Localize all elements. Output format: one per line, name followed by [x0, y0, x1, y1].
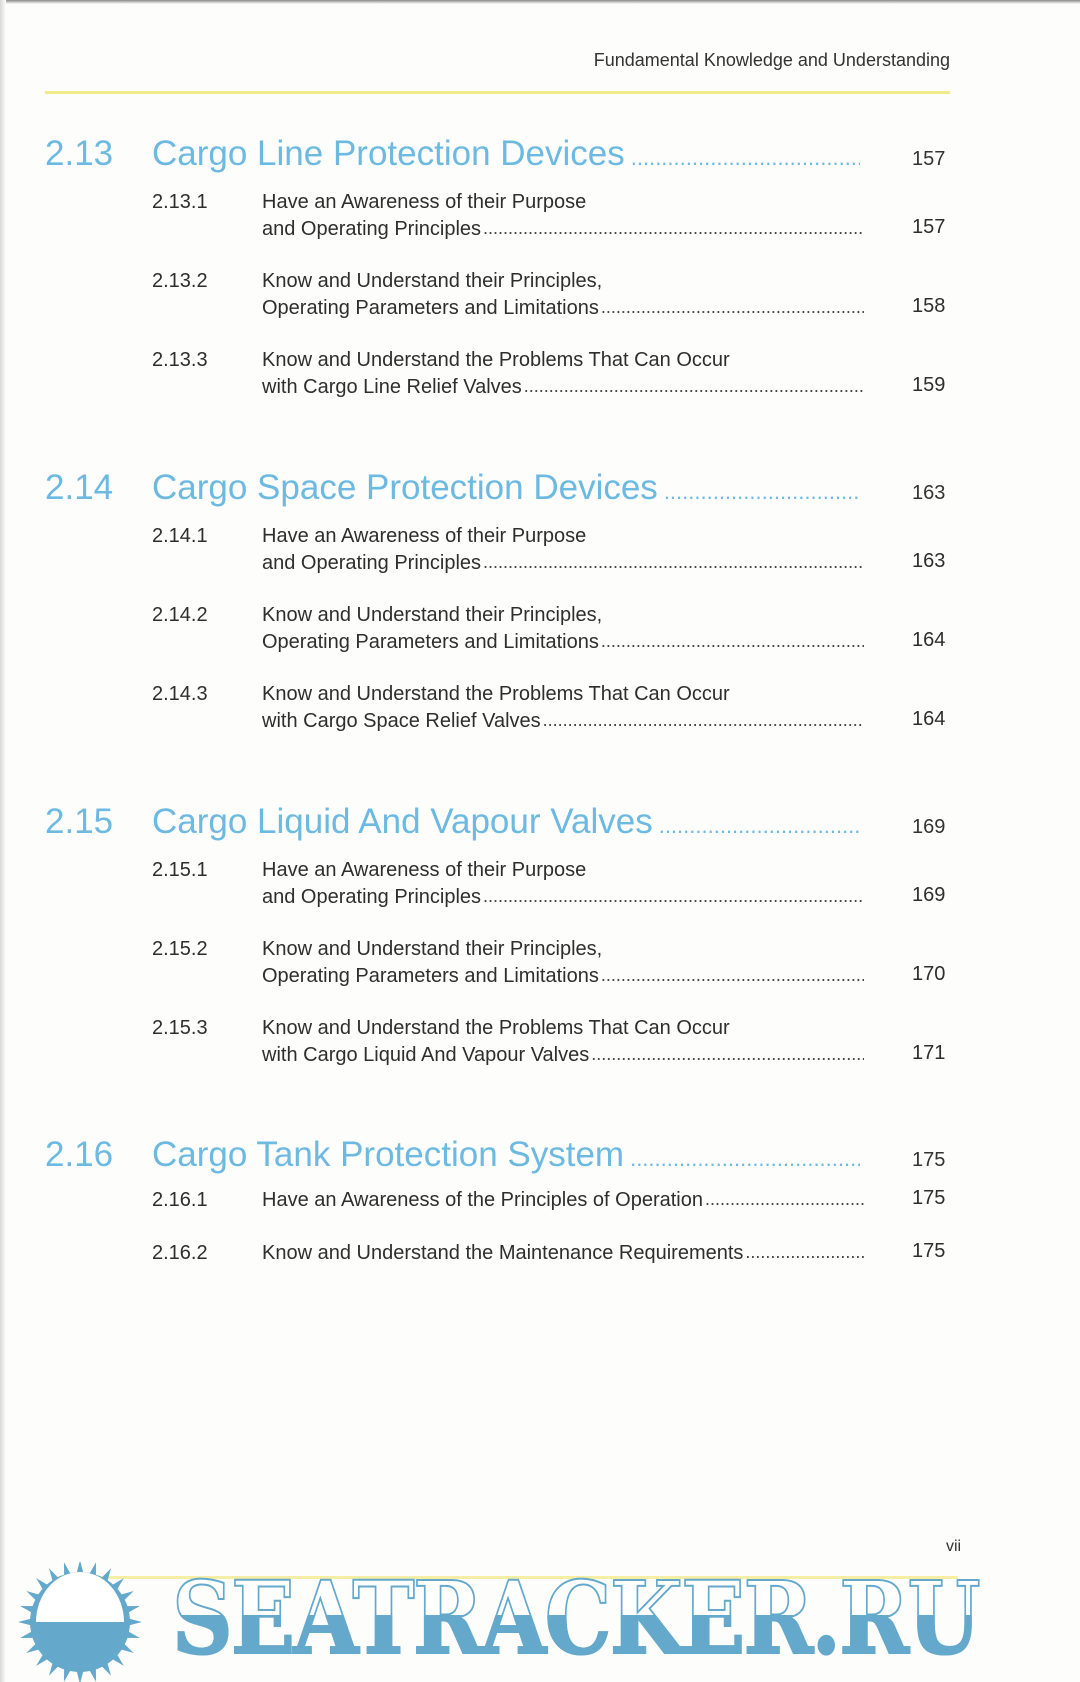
section-title: Cargo Tank Protection System	[152, 1135, 625, 1174]
subsection-title-line2: Know and Understand the Maintenance Requ…	[262, 1242, 744, 1264]
dot-leader: ........................................…	[630, 145, 860, 170]
dot-leader: ........................................…	[591, 1044, 864, 1064]
dot-leader: ........................................…	[600, 965, 864, 985]
dot-leader: ........................................…	[663, 479, 860, 504]
subsection-number: 2.14.1	[152, 525, 208, 547]
dot-leader: ........................................…	[658, 813, 860, 838]
subsection-title-line2: Operating Parameters and Limitations	[262, 297, 599, 319]
subsection-title-line2: and Operating Principles	[262, 218, 482, 240]
subsection-page: 159	[912, 374, 946, 396]
dot-leader: ........................................…	[483, 886, 864, 906]
subsection-title-line2: Operating Parameters and Limitations	[262, 965, 599, 987]
subsection-number: 2.14.2	[152, 604, 208, 626]
footer-rule	[58, 1576, 958, 1579]
section-page: 163	[912, 482, 946, 504]
section-heading[interactable]: 2.13 Cargo Line Protection Devices .....…	[45, 134, 950, 178]
subsection-title-line2: and Operating Principles	[262, 552, 482, 574]
subsection-number: 2.14.3	[152, 683, 208, 705]
sun-logo-icon	[18, 1562, 142, 1682]
subsection-title-line2: with Cargo Line Relief Valves	[262, 376, 522, 398]
subsection-number: 2.16.2	[152, 1242, 208, 1264]
subsection-page: 175	[912, 1240, 946, 1262]
dot-leader: ........................................…	[483, 552, 864, 572]
subsection-page: 157	[912, 216, 946, 238]
subsection-number: 2.16.1	[152, 1189, 208, 1211]
subsection-page: 175	[912, 1187, 946, 1209]
subsection-page: 164	[912, 708, 946, 730]
subsection-number: 2.15.2	[152, 938, 208, 960]
subsection-title-line2: with Cargo Space Relief Valves	[262, 710, 541, 732]
dot-leader: ........................................…	[600, 297, 864, 317]
subsection-title-line2: with Cargo Liquid And Vapour Valves	[262, 1044, 590, 1066]
subsection-title-line1: Have an Awareness of their Purpose	[262, 859, 587, 881]
section-title: Cargo Space Protection Devices	[152, 468, 658, 507]
section-number: 2.13	[45, 134, 114, 173]
header-rule	[45, 91, 950, 94]
section-heading[interactable]: 2.16 Cargo Tank Protection System ......…	[45, 1135, 950, 1179]
scan-edge-left	[0, 0, 6, 1682]
section-number: 2.14	[45, 468, 114, 507]
dot-leader: ........................................…	[600, 631, 864, 651]
dot-leader: ........................................…	[483, 218, 864, 238]
subsection-page: 169	[912, 884, 946, 906]
subsection-number: 2.13.1	[152, 191, 208, 213]
subsection-number: 2.13.2	[152, 270, 208, 292]
section-page: 175	[912, 1149, 946, 1171]
subsection-number: 2.15.1	[152, 859, 208, 881]
dot-leader: ........................................…	[705, 1189, 864, 1209]
section-page: 169	[912, 816, 946, 838]
subsection-title-line1: Have an Awareness of their Purpose	[262, 525, 587, 547]
section-heading[interactable]: 2.15 Cargo Liquid And Vapour Valves ....…	[45, 802, 950, 846]
section-number: 2.16	[45, 1135, 114, 1174]
subsection-title-line1: Know and Understand the Problems That Ca…	[262, 349, 730, 371]
subsection-number: 2.13.3	[152, 349, 208, 371]
subsection-page: 171	[912, 1042, 946, 1064]
scan-edge	[0, 0, 1080, 4]
watermark-text: SEATRACKER.RU	[171, 1559, 981, 1677]
subsection-page: 170	[912, 963, 946, 985]
subsection-title-line1: Have an Awareness of their Purpose	[262, 191, 587, 213]
dot-leader: ........................................…	[523, 376, 864, 396]
subsection-title-line2: Operating Parameters and Limitations	[262, 631, 599, 653]
subsection-title-line1: Know and Understand their Principles,	[262, 938, 603, 960]
section-number: 2.15	[45, 802, 114, 841]
section-heading[interactable]: 2.14 Cargo Space Protection Devices ....…	[45, 468, 950, 512]
section-page: 157	[912, 148, 946, 170]
subsection-title-line1: Know and Understand the Problems That Ca…	[262, 683, 730, 705]
dot-leader: ........................................…	[745, 1242, 864, 1262]
subsection-title-line1: Know and Understand the Problems That Ca…	[262, 1017, 730, 1039]
subsection-number: 2.15.3	[152, 1017, 208, 1039]
subsection-title-line1: Know and Understand their Principles,	[262, 270, 603, 292]
section-title: Cargo Line Protection Devices	[152, 134, 625, 173]
section-title: Cargo Liquid And Vapour Valves	[152, 802, 653, 841]
subsection-page: 164	[912, 629, 946, 651]
subsection-title-line1: Know and Understand their Principles,	[262, 604, 603, 626]
running-header: Fundamental Knowledge and Understanding	[593, 50, 950, 70]
subsection-title-line2: and Operating Principles	[262, 886, 482, 908]
page-number: vii	[946, 1538, 962, 1555]
subsection-page: 163	[912, 550, 946, 572]
watermark: SEATRACKER.RU	[0, 1562, 1080, 1682]
subsection-title-line2: Have an Awareness of the Principles of O…	[262, 1189, 703, 1211]
dot-leader: ........................................…	[630, 1146, 860, 1171]
dot-leader: ........................................…	[542, 710, 864, 730]
subsection-page: 158	[912, 295, 946, 317]
